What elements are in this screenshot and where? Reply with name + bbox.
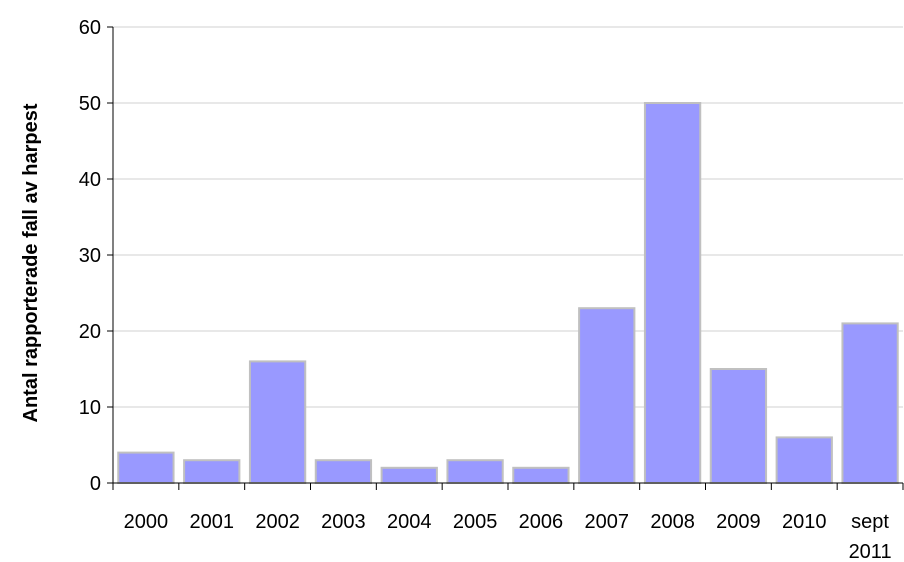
y-tick-label: 30 [79,245,101,267]
y-tick-labels: 0 10 20 30 40 50 60 [79,17,101,495]
bar-2008 [643,102,702,484]
y-tick-label: 0 [90,473,101,495]
x-tick-label: sept 2011 [849,511,892,562]
x-tick-label: 2005 [453,511,498,533]
x-tick-labels: 2000 2001 2002 2003 2004 2005 2006 2007 2008 2009… [124,511,892,562]
x-tick-label: 2000 [124,511,169,533]
x-tick-label: 2001 [190,511,235,533]
x-tick-label: 2010 [782,511,827,533]
bar-2001 [183,459,241,485]
bar-2007 [578,307,636,485]
bar-2004 [380,466,438,484]
bar-2010 [775,436,833,484]
bar-2009 [709,368,768,484]
x-tick-label: 2006 [519,511,564,533]
y-tick-label: 50 [79,93,101,115]
bar-2000 [117,451,175,485]
x-tick-label: 2008 [650,511,695,533]
y-axis-label: Antal rapporterade fall av harpest [20,103,42,422]
bars [117,102,899,485]
y-tick-label: 20 [79,321,101,343]
x-tick-label: 2002 [255,511,300,533]
y-tick-label: 60 [79,17,101,39]
bar-2003 [314,459,373,485]
bar-2006 [512,466,570,484]
y-tick-label: 10 [79,397,101,419]
gridlines [113,26,903,408]
x-tick-label: 2003 [321,511,366,533]
x-tick-label: 2004 [387,511,432,533]
axes [107,26,904,490]
bar-2005 [446,459,504,485]
x-tick-label: 2009 [716,511,761,533]
y-tick-label: 40 [79,169,101,191]
x-tick-label: 2007 [585,511,630,533]
bar-2002 [248,360,307,484]
bar-sept-2011 [841,322,899,484]
